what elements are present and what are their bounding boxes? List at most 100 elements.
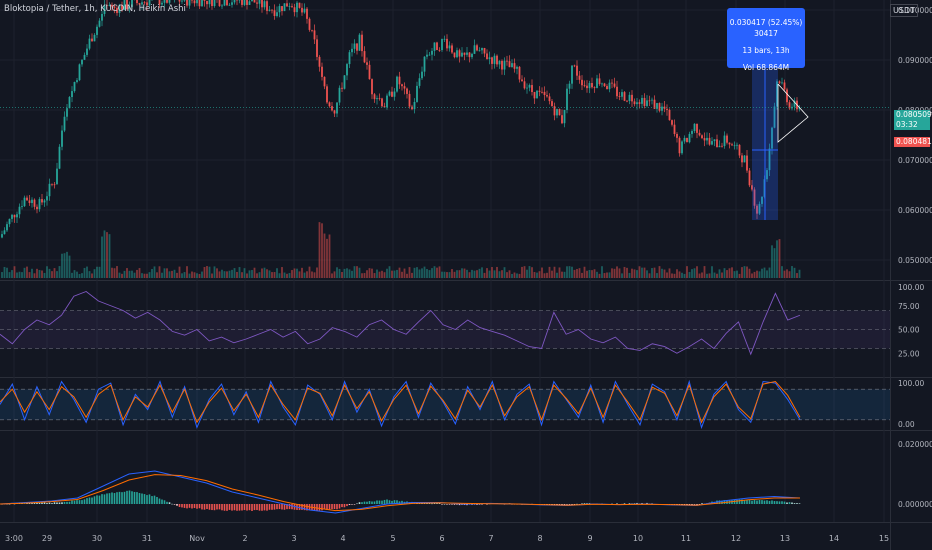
macd-histogram-bar [168,502,171,504]
volume-bar [648,273,651,278]
volume-bar [646,270,648,278]
candle-body [481,48,483,51]
candle-body [658,103,661,111]
macd-histogram-bar [186,504,188,509]
macd-histogram-bar [718,500,721,504]
macd-histogram-bar [453,504,456,505]
candle-body [653,99,656,109]
candle-body [741,155,743,163]
candle-body [506,60,508,62]
volume-bar [751,273,753,278]
candle-body [398,76,401,85]
volume-bar [708,273,711,278]
volume-bar [556,272,558,278]
candle-body [11,214,13,219]
macd-histogram-bar [736,499,738,504]
volume-bar [328,234,331,278]
candle-body [31,199,33,204]
volume-bar [128,270,131,278]
candle-body [638,102,641,104]
candle-body [96,26,98,35]
macd-histogram-bar [246,504,248,511]
volume-bar [141,273,143,278]
volume-bar [281,267,283,278]
macd-histogram-bar [681,504,683,505]
volume-bar [396,269,398,278]
volume-bar [778,239,781,278]
macd-histogram-bar [176,504,178,506]
volume-bar [526,269,528,278]
candle-body [786,89,788,103]
candle-body [368,64,371,80]
volume-bar [268,270,271,278]
measure-volume: Vol 68.864M [742,63,790,72]
volume-bar [33,273,36,278]
volume-bar [498,271,501,278]
macd-histogram-bar [318,504,321,511]
volume-bar [776,240,778,278]
macd-histogram-bar [233,504,236,511]
candle-body [543,91,546,96]
volume-bar [571,266,573,278]
candle-body [208,0,211,5]
volume-bar [196,273,198,278]
volume-bar [226,271,228,278]
candle-body [798,108,801,110]
volume-bar [151,268,153,278]
candle-body [738,144,741,156]
volume-bar [713,272,716,278]
volume-bar [3,266,6,278]
candle-body [641,97,643,104]
macd-histogram-bar [43,502,46,504]
candle-body [73,81,76,92]
volume-bar [521,266,523,278]
macd-histogram-bar [341,504,343,508]
volume-bar [503,267,506,278]
macd-histogram-bar [81,500,83,504]
volume-bar [583,266,586,278]
candle-body [456,50,458,58]
candle-body [396,76,398,92]
candle-body [56,168,58,185]
candle-body [321,66,323,77]
currency-label[interactable]: USDT [890,4,918,17]
volume-bar [466,269,468,278]
candle-body [388,91,391,96]
candle-body [706,137,708,141]
candle-body [116,7,118,13]
volume-bar [416,267,418,278]
candle-body [681,141,683,154]
candle-body [8,218,11,225]
macd-histogram-bar [748,499,751,504]
volume-bar [551,270,553,278]
candle-body [478,50,481,52]
macd-histogram-bar [178,504,181,508]
candle-body [333,110,336,114]
macd-histogram-bar [443,503,446,505]
volume-bar [278,273,281,278]
macd-histogram-bar [743,500,746,504]
candle-body [561,115,563,124]
volume-bar [28,272,31,278]
candle-body [101,13,103,21]
volume-bar [371,268,373,278]
volume-bar [326,238,328,278]
volume-bar [621,273,623,278]
macd-histogram-bar [68,501,71,504]
volume-bar [181,273,183,278]
macd-histogram-bar [33,502,36,504]
volume-bar [203,267,206,278]
volume-bar [558,267,561,278]
macd-histogram-bar [581,503,583,505]
volume-bar [36,268,38,278]
macd-histogram-bar [641,503,643,504]
volume-bar [706,273,708,278]
macd-histogram-bar [448,504,451,505]
candle-body [301,7,303,13]
rsi-tick-label: 100.00 [898,283,924,292]
volume-bar [741,267,743,278]
volume-bar [21,272,23,278]
candle-body [573,65,576,67]
candle-body [593,87,596,89]
